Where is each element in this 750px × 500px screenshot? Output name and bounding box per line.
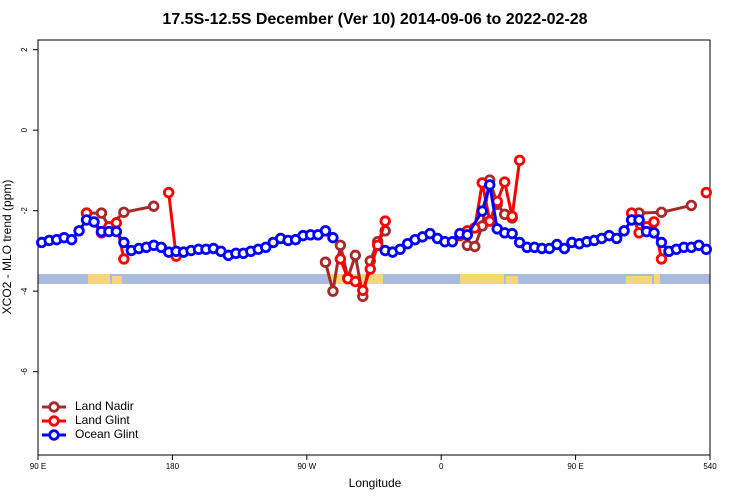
data-point — [110, 217, 123, 229]
data-point — [618, 225, 630, 237]
data-point — [110, 225, 123, 238]
x-tick-label: 180 — [166, 462, 180, 471]
data-point — [95, 207, 108, 219]
data-point — [394, 243, 406, 256]
x-tick-label: 90 E — [30, 462, 46, 471]
data-point — [558, 242, 571, 255]
data-point — [349, 275, 362, 288]
data-point — [88, 216, 100, 228]
data-point — [118, 253, 130, 265]
y-tick-label: -2 — [20, 207, 29, 215]
data-point — [155, 241, 167, 253]
data-point — [349, 249, 362, 262]
data-point — [118, 236, 130, 249]
data-point — [118, 206, 130, 218]
data-point — [379, 215, 391, 227]
data-point — [655, 206, 668, 218]
x-tick-label: 0 — [439, 462, 444, 471]
data-point — [334, 239, 347, 251]
data-point — [513, 236, 526, 249]
legend-label: Ocean Glint — [75, 427, 139, 441]
land-patch — [506, 276, 518, 284]
y-tick-label: 0 — [20, 127, 29, 132]
data-point — [364, 263, 376, 275]
legend-label: Land Glint — [75, 413, 130, 427]
legend-marker — [48, 401, 60, 413]
data-point — [506, 210, 518, 223]
data-point — [424, 227, 436, 240]
data-point — [655, 253, 668, 265]
data-point — [327, 231, 339, 244]
data-point — [484, 215, 496, 227]
data-point — [334, 253, 347, 265]
data-point — [700, 243, 712, 256]
data-point — [610, 232, 623, 245]
y-tick-label: -6 — [20, 368, 29, 376]
data-point — [469, 240, 481, 253]
land-ocean-strip — [38, 274, 710, 284]
data-point — [648, 227, 660, 239]
data-point — [73, 225, 85, 237]
data-point — [65, 233, 78, 246]
data-point — [461, 229, 474, 241]
legend-marker — [48, 429, 60, 441]
data-point — [513, 154, 526, 167]
land-patch — [460, 274, 504, 284]
data-point — [498, 176, 511, 188]
data-point — [162, 186, 175, 199]
data-point — [685, 199, 698, 212]
data-point — [446, 235, 459, 248]
x-tick-label: 540 — [703, 462, 717, 471]
data-point — [655, 236, 668, 249]
data-point — [372, 239, 384, 251]
data-point — [148, 200, 160, 212]
y-axis-label: XCO2 - MLO trend (ppm) — [0, 180, 14, 315]
y-tick-label: -4 — [20, 287, 29, 295]
data-point — [357, 284, 369, 297]
data-point — [319, 225, 332, 237]
land-patch — [88, 274, 110, 284]
legend-marker — [48, 415, 60, 427]
data-point — [506, 227, 518, 240]
data-point — [476, 205, 488, 217]
y-tick-label: 2 — [20, 47, 29, 52]
x-tick-label: 90 E — [567, 462, 583, 471]
land-patch — [112, 276, 122, 284]
data-point — [327, 285, 339, 297]
data-point — [319, 256, 332, 268]
data-point — [648, 216, 660, 228]
data-point — [260, 241, 272, 253]
legend-label: Land Nadir — [75, 399, 134, 413]
data-point — [484, 179, 496, 191]
land-patch — [626, 276, 652, 284]
data-point — [700, 186, 712, 199]
x-axis-label: Longitude — [349, 476, 402, 490]
land-patch — [654, 274, 660, 284]
data-point — [633, 214, 645, 226]
x-tick-label: 90 W — [297, 462, 316, 471]
chart-title: 17.5S-12.5S December (Ver 10) 2014-09-06… — [162, 11, 587, 28]
